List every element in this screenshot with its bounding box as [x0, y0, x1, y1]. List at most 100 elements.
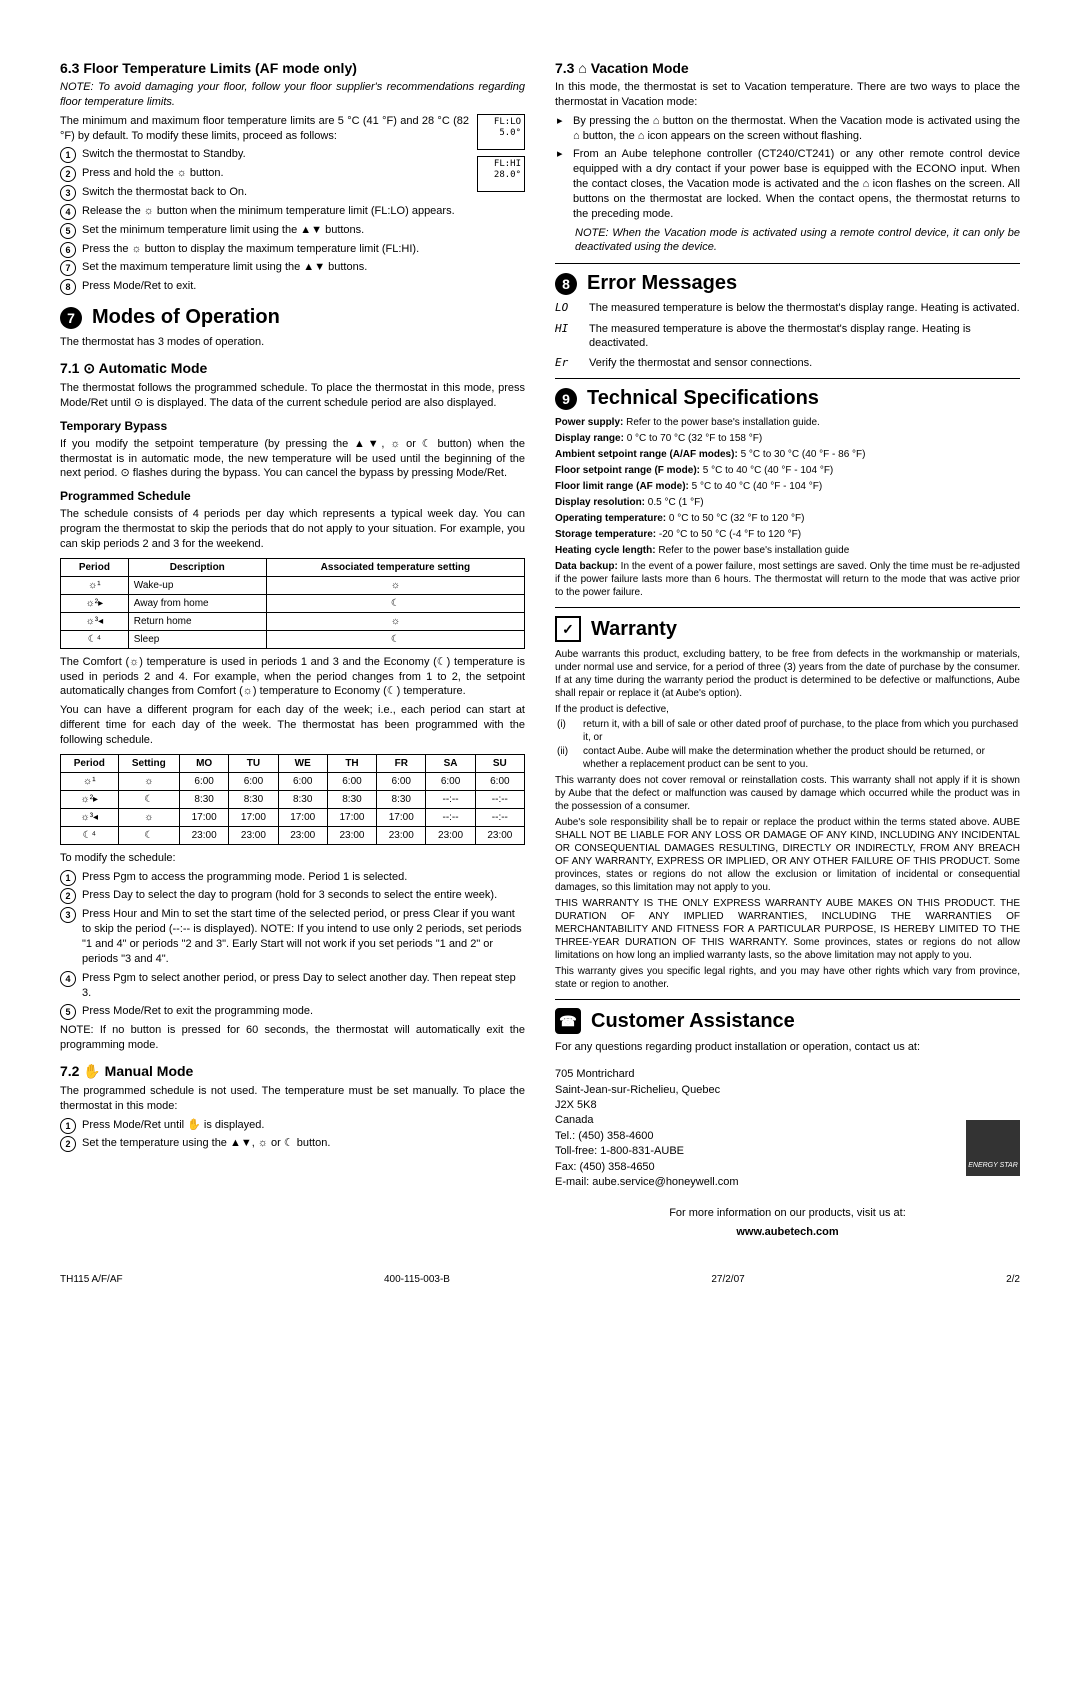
- table-cell: --:--: [475, 790, 524, 808]
- spec-line: Heating cycle length: Refer to the power…: [555, 544, 1020, 557]
- table-cell: 8:30: [180, 790, 229, 808]
- steps-6-3: Switch the thermostat to Standby.Press a…: [60, 147, 525, 294]
- footer-model: TH115 A/F/AF: [60, 1274, 123, 1285]
- warranty-p1: Aube warrants this product, excluding ba…: [555, 648, 1020, 700]
- table-cell: ☼: [266, 612, 524, 630]
- table-cell: ☼²▸: [61, 790, 119, 808]
- spec-line: Data backup: In the event of a power fai…: [555, 560, 1020, 599]
- intro-6-3: The minimum and maximum floor temperatur…: [60, 114, 525, 144]
- table-cell: ☾⁴: [61, 630, 129, 648]
- table-cell: ☼³◂: [61, 612, 129, 630]
- roman-item: (i)return it, with a bill of sale or oth…: [555, 719, 1020, 744]
- table-cell: 6:00: [426, 772, 475, 790]
- section-9-num: 9: [555, 388, 577, 410]
- table-cell: 23:00: [229, 826, 278, 844]
- section-7-title: Modes of Operation: [92, 306, 280, 329]
- table-cell: 6:00: [327, 772, 376, 790]
- more-info: For more information on our products, vi…: [555, 1206, 1020, 1221]
- warranty-title: Warranty: [591, 618, 677, 641]
- table-cell: Away from home: [128, 594, 266, 612]
- table-cell: 23:00: [327, 826, 376, 844]
- step-item: Press Mode/Ret until ✋ is displayed.: [60, 1118, 525, 1133]
- table-cell: ☾⁴: [61, 826, 119, 844]
- section-7: 7 Modes of Operation: [60, 306, 525, 329]
- table-cell: 6:00: [377, 772, 426, 790]
- address-line: Canada: [555, 1113, 1020, 1128]
- table-header: Description: [128, 558, 266, 576]
- table-header: Period: [61, 558, 129, 576]
- table-row: ☼³◂Return home☼: [61, 612, 525, 630]
- address-line: 705 Montrichard: [555, 1067, 1020, 1082]
- warranty-roman: (i)return it, with a bill of sale or oth…: [555, 719, 1020, 771]
- table-cell: ☾: [266, 630, 524, 648]
- table-row: ☼²▸Away from home☾: [61, 594, 525, 612]
- spec-line: Storage temperature: -20 °C to 50 °C (-4…: [555, 528, 1020, 541]
- check-icon: ✓: [555, 616, 581, 642]
- heading-7-3: 7.3 ⌂ Vacation Mode: [555, 60, 1020, 76]
- p-schedule: The schedule consists of 4 periods per d…: [60, 507, 525, 552]
- p-7-1: The thermostat follows the programmed sc…: [60, 381, 525, 411]
- step-item: Press Hour and Min to set the start time…: [60, 907, 525, 966]
- footer-doc: 400-115-003-B: [384, 1274, 450, 1285]
- section-9-title: Technical Specifications: [587, 387, 819, 410]
- table-header: TU: [229, 754, 278, 772]
- error-text: The measured temperature is above the th…: [589, 322, 1020, 351]
- mod-schedule-heading: To modify the schedule:: [60, 851, 525, 866]
- spec-line: Floor limit range (AF mode): 5 °C to 40 …: [555, 480, 1020, 493]
- table-row: ☼¹Wake-up☼: [61, 576, 525, 594]
- step-item: Release the ☼ button when the minimum te…: [60, 204, 525, 219]
- spec-line: Ambient setpoint range (A/AF modes): 5 °…: [555, 448, 1020, 461]
- roman-item: (ii)contact Aube. Aube will make the det…: [555, 746, 1020, 771]
- customer-p: For any questions regarding product inst…: [555, 1040, 1020, 1055]
- step-item: Press and hold the ☼ button.: [60, 166, 525, 181]
- warranty-p2: If the product is defective,: [555, 703, 1020, 716]
- table-row: ☼³◂☼17:0017:0017:0017:0017:00--:----:--: [61, 808, 525, 826]
- step-item: Press Day to select the day to program (…: [60, 888, 525, 903]
- table-cell: ☾: [266, 594, 524, 612]
- table-cell: ☼: [118, 772, 179, 790]
- step-item: Set the minimum temperature limit using …: [60, 223, 525, 238]
- table-cell: ☼³◂: [61, 808, 119, 826]
- step-item: Press the ☼ button to display the maximu…: [60, 242, 525, 257]
- step-item: Press Mode/Ret to exit.: [60, 279, 525, 294]
- table-header: FR: [377, 754, 426, 772]
- error-rows: LOThe measured temperature is below the …: [555, 301, 1020, 370]
- customer-title: Customer Assistance: [591, 1010, 795, 1033]
- p-after-t1a: The Comfort (☼) temperature is used in p…: [60, 655, 525, 700]
- warranty-p3: This warranty does not cover removal or …: [555, 774, 1020, 813]
- heading-7-2: 7.2 ✋ Manual Mode: [60, 1063, 525, 1080]
- table-cell: 8:30: [327, 790, 376, 808]
- bullet-item: From an Aube telephone controller (CT240…: [555, 147, 1020, 221]
- p-after-t1b: You can have a different program for eac…: [60, 703, 525, 748]
- table-cell: ☾: [118, 826, 179, 844]
- page-footer: TH115 A/F/AF 400-115-003-B 27/2/07 2/2: [60, 1274, 1020, 1285]
- error-code: LO: [555, 301, 579, 315]
- table-schedule: PeriodSettingMOTUWETHFRSASU☼¹☼6:006:006:…: [60, 754, 525, 845]
- table-cell: 23:00: [426, 826, 475, 844]
- section-8-title: Error Messages: [587, 272, 737, 295]
- table-cell: 8:30: [377, 790, 426, 808]
- website-url: www.aubetech.com: [555, 1225, 1020, 1240]
- table-header: Period: [61, 754, 119, 772]
- error-row: LOThe measured temperature is below the …: [555, 301, 1020, 315]
- mod-note: NOTE: If no button is pressed for 60 sec…: [60, 1023, 525, 1053]
- step-item: Set the maximum temperature limit using …: [60, 260, 525, 275]
- divider: [555, 263, 1020, 264]
- lcd-lo-l1: FL:LO: [481, 117, 521, 129]
- address-line: E-mail: aube.service@honeywell.com: [555, 1175, 1020, 1190]
- table-cell: --:--: [426, 808, 475, 826]
- table-row: ☼¹☼6:006:006:006:006:006:006:00: [61, 772, 525, 790]
- note-7-3: NOTE: When the Vacation mode is activate…: [555, 226, 1020, 256]
- footer-date: 27/2/07: [711, 1274, 744, 1285]
- table-cell: 6:00: [278, 772, 327, 790]
- divider: [555, 378, 1020, 379]
- table-cell: 6:00: [229, 772, 278, 790]
- table-cell: Return home: [128, 612, 266, 630]
- table-row: ☾⁴☾23:0023:0023:0023:0023:0023:0023:00: [61, 826, 525, 844]
- lcd-lo: FL:LO 5.0°: [477, 114, 525, 150]
- table-cell: 6:00: [475, 772, 524, 790]
- warranty-p6: This warranty gives you specific legal r…: [555, 965, 1020, 991]
- table-cell: 17:00: [377, 808, 426, 826]
- note-6-3: NOTE: To avoid damaging your floor, foll…: [60, 80, 525, 110]
- table-header: WE: [278, 754, 327, 772]
